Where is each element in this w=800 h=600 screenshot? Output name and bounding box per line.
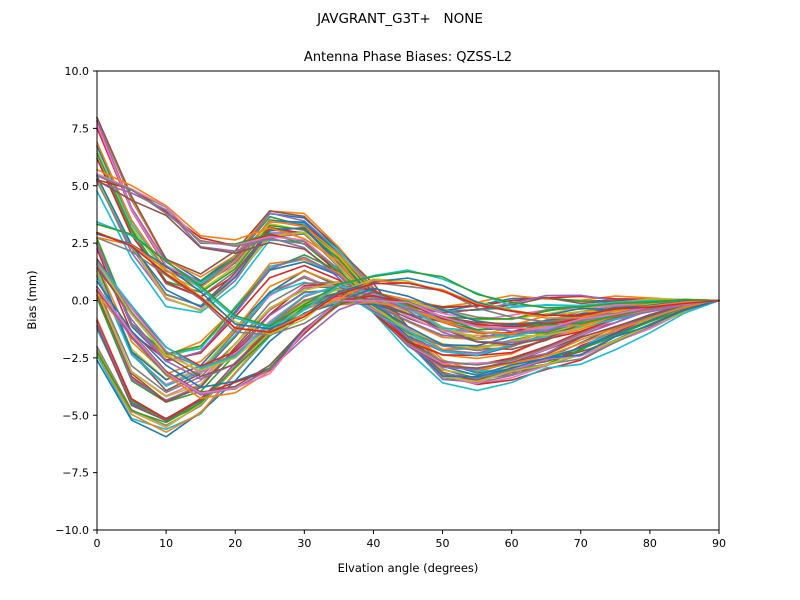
x-tick-label: 30: [297, 537, 311, 550]
x-tick-label: 90: [712, 537, 726, 550]
chart-title: Antenna Phase Biases: QZSS-L2: [304, 50, 512, 65]
series-line-bundle-12: [96, 221, 720, 329]
figure-suptitle: JAVGRANT_G3T+ NONE: [316, 11, 483, 27]
series-line-bundle-11: [96, 280, 720, 389]
series-line-bundle-12: [96, 231, 720, 334]
x-tick-label: 80: [643, 537, 657, 550]
y-tick-label: 5.0: [72, 180, 90, 193]
x-tick-label: 50: [436, 537, 450, 550]
x-tick-label: 40: [366, 537, 380, 550]
series-line-bundle-10: [96, 267, 720, 378]
series-line-bundle-11: [96, 287, 720, 395]
y-axis-label: Bias (mm): [25, 270, 39, 329]
y-tick-label: 7.5: [72, 122, 90, 135]
y-tick-label: −5.0: [62, 409, 89, 422]
x-axis-label: Elvation angle (degrees): [338, 561, 479, 575]
series-line-bundle-03: [96, 190, 720, 392]
y-tick-label: 0.0: [72, 295, 90, 308]
x-tick-label: 70: [574, 537, 588, 550]
series-line-bundle-12: [96, 223, 720, 328]
y-tick-label: −10.0: [55, 524, 89, 537]
y-tick-label: −7.5: [62, 467, 89, 480]
x-tick-label: 60: [505, 537, 519, 550]
x-tick-label: 0: [94, 537, 101, 550]
y-tick-label: −2.5: [62, 352, 89, 365]
y-tick-label: 10.0: [65, 65, 90, 78]
tick-layer: 0 10 20 30 40 50 60 70 80 90 −10.0 −7.5 −5.0 −2.5 0.0 2…: [55, 65, 726, 550]
x-tick-label: 10: [159, 537, 173, 550]
series-layer: [96, 116, 720, 438]
y-tick-label: 2.5: [72, 237, 90, 250]
x-tick-label: 20: [228, 537, 242, 550]
